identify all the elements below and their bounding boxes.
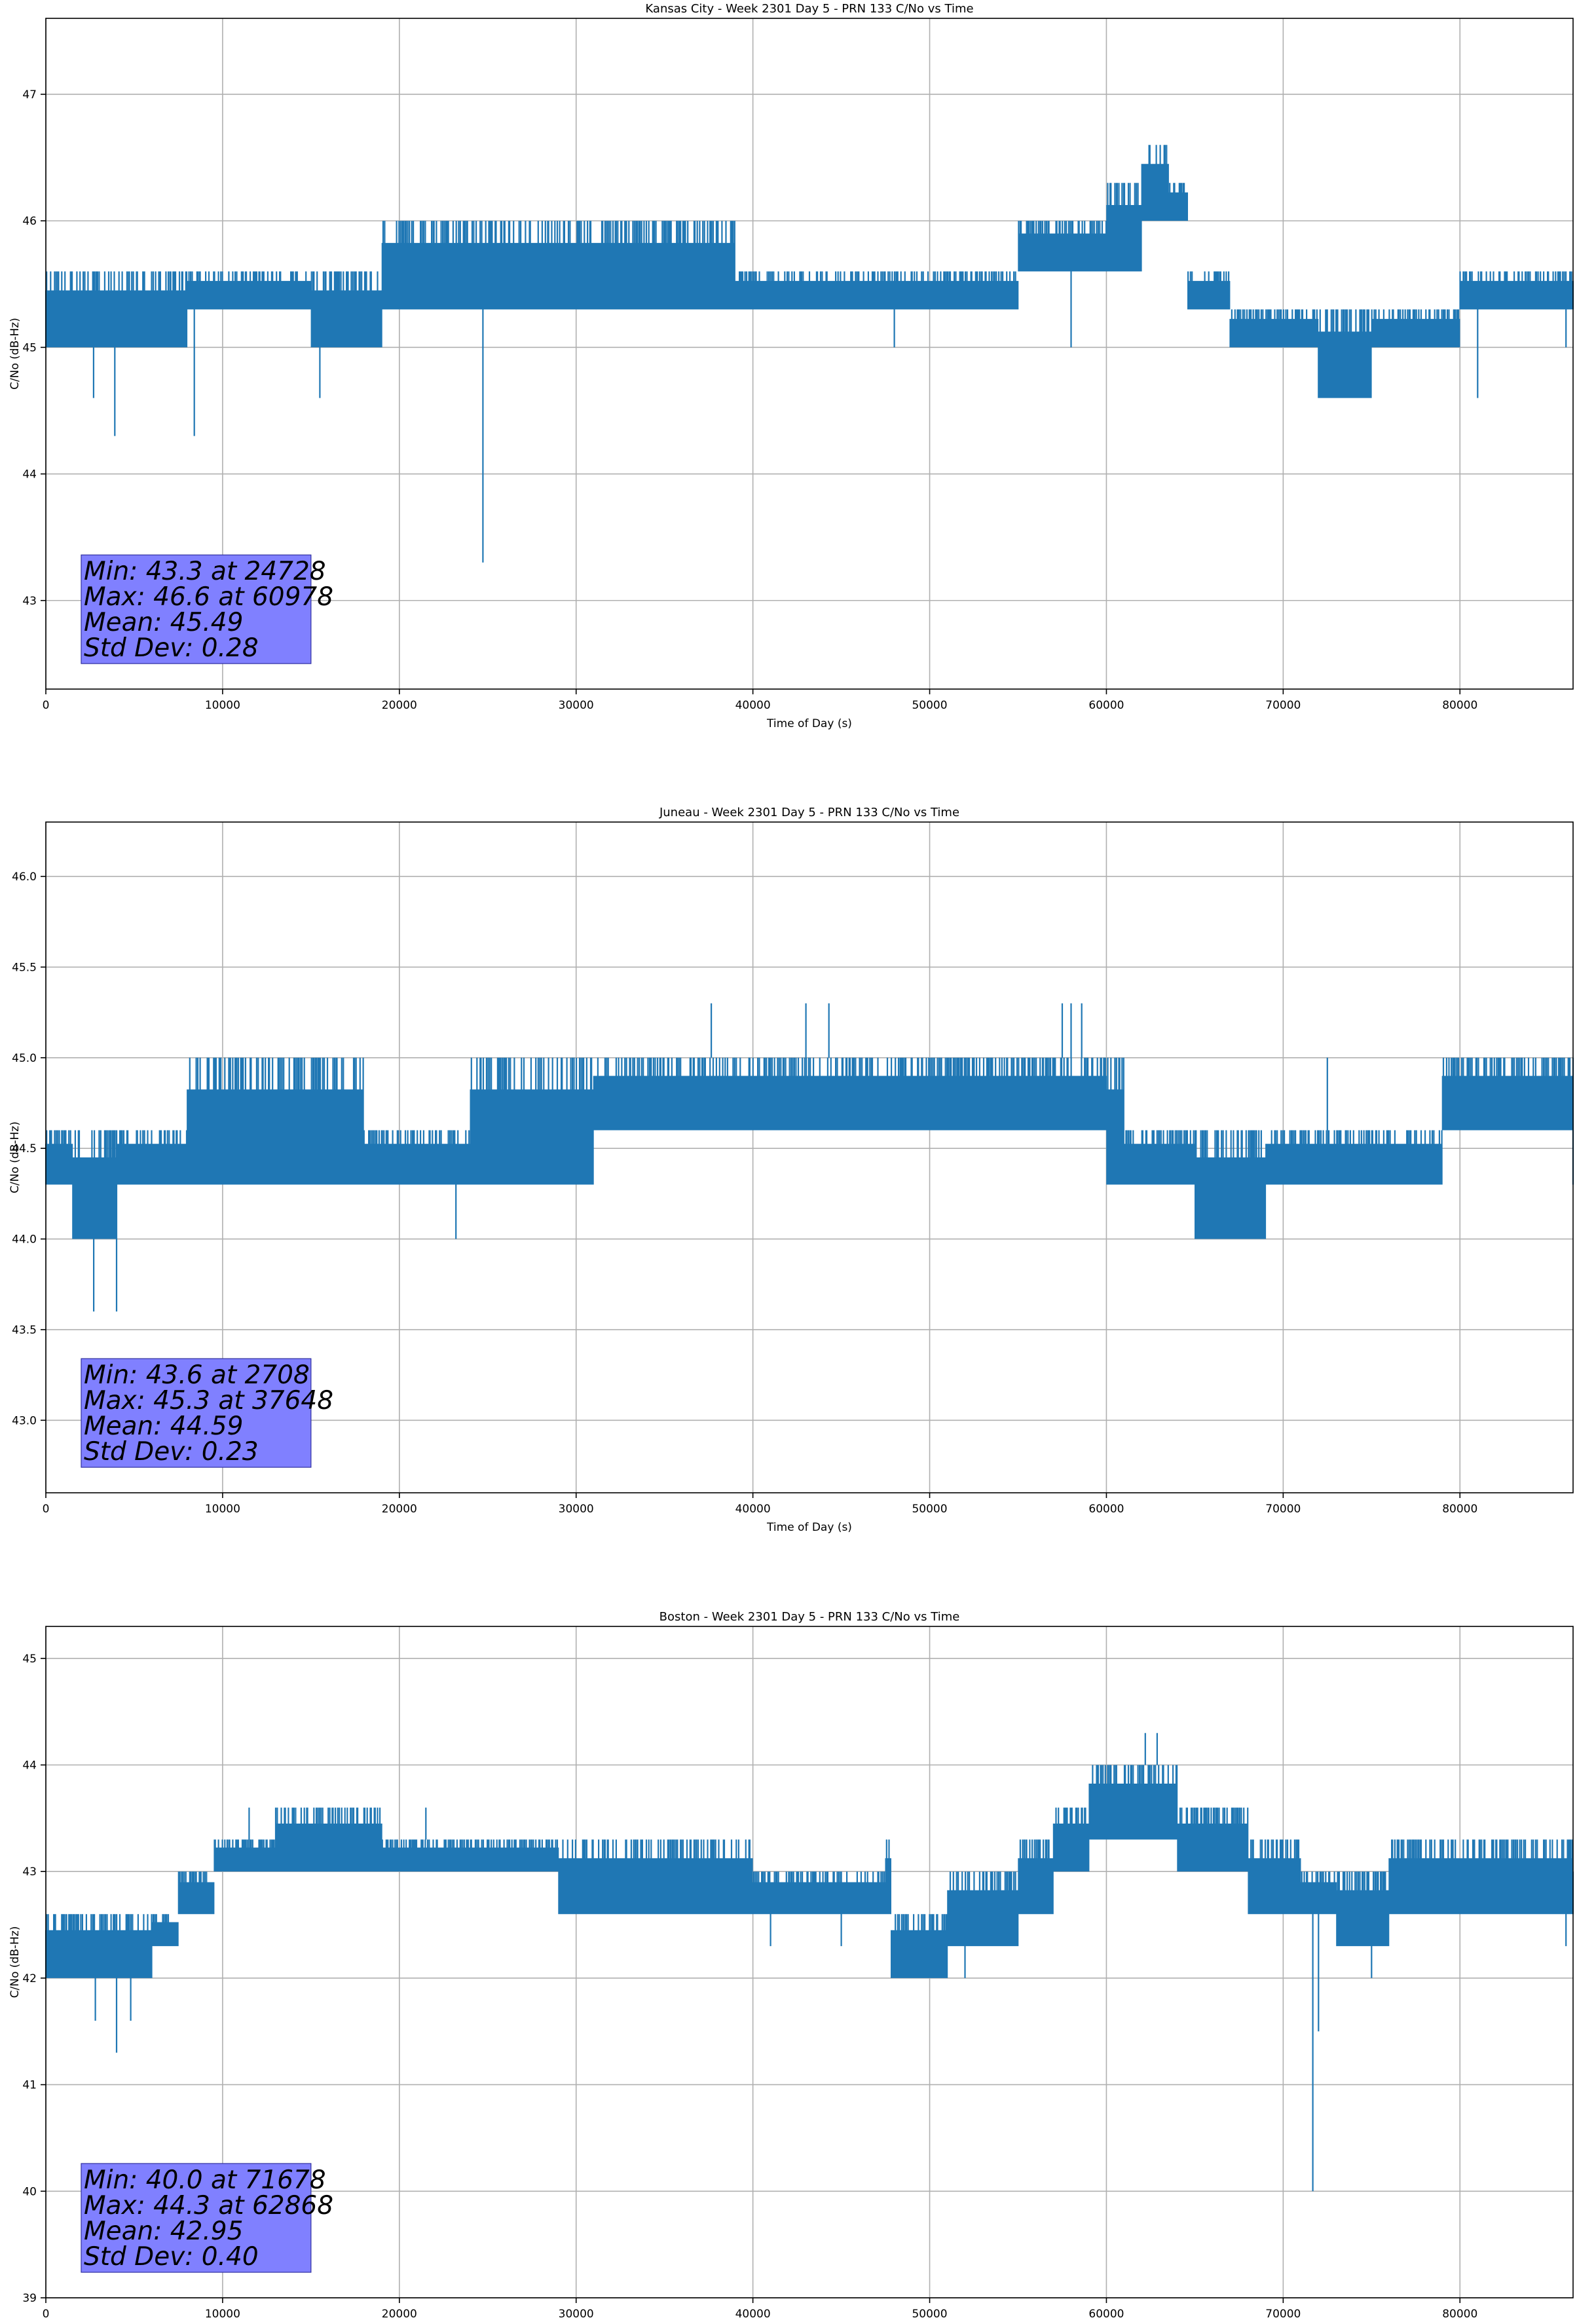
- stats-line: Std Dev: 0.23: [84, 1437, 259, 1467]
- y-axis-label: C/No (dB-Hz): [9, 318, 22, 390]
- x-tick-label: 60000: [1088, 1503, 1124, 1516]
- y-tick-label: 44.0: [12, 1233, 37, 1246]
- x-tick-label: 70000: [1265, 1503, 1301, 1516]
- chart-panel-3: 0 10000 20000 30000 40000 50000 60000 70000 8000…: [9, 1610, 1574, 2321]
- x-tick-label: 0: [43, 699, 50, 712]
- stats-line: Max: 44.3 at 62868: [84, 2191, 333, 2221]
- plot-frame: [45, 18, 1574, 690]
- y-tick-label: 39: [22, 2292, 37, 2305]
- y-tick-label: 43: [22, 1865, 37, 1879]
- y-tick-label: 44.5: [12, 1142, 37, 1155]
- x-axis-label: Time of Day (s): [766, 1521, 852, 1534]
- cno-series-line: [45, 1003, 1574, 1312]
- y-tick-label: 46: [22, 215, 37, 228]
- chart-panel-2: 0 10000 20000 30000 40000 50000 60000 70000 8000…: [9, 806, 1574, 1534]
- plot-frame: [45, 821, 1574, 1493]
- stats-line: Mean: 44.59: [84, 1412, 243, 1441]
- x-tick-label: 40000: [735, 699, 771, 712]
- x-tick-label: 80000: [1442, 2308, 1477, 2321]
- stats-line: Std Dev: 0.28: [84, 633, 259, 663]
- x-tick-label: 30000: [559, 699, 594, 712]
- x-tick-label: 80000: [1442, 1503, 1477, 1516]
- x-tick-label: 70000: [1265, 2308, 1301, 2321]
- y-tick-label: 46.0: [12, 871, 37, 884]
- cno-series-line: [45, 145, 1574, 563]
- x-tick-label: 60000: [1088, 699, 1124, 712]
- y-tick-label: 43.5: [12, 1324, 37, 1337]
- stats-line: Max: 45.3 at 37648: [84, 1386, 333, 1415]
- y-tick-label: 44: [22, 468, 37, 481]
- stats-line: Mean: 45.49: [84, 608, 243, 637]
- y-tick-label: 43: [22, 595, 37, 608]
- x-tick-label: 40000: [735, 1503, 771, 1516]
- x-axis-label: Time of Day (s): [766, 717, 852, 730]
- y-tick-label: 42: [22, 1972, 37, 1985]
- y-tick-label: 45: [22, 1653, 37, 1666]
- x-tick-label: 0: [43, 1503, 50, 1516]
- y-tick-label: 45: [22, 341, 37, 354]
- y-axis-label: C/No (dB-Hz): [9, 1926, 22, 1998]
- y-tick-label: 45.0: [12, 1052, 37, 1065]
- chart-title: Kansas City - Week 2301 Day 5 - PRN 133 …: [645, 2, 973, 16]
- stats-line: Min: 43.3 at 24728: [84, 557, 326, 586]
- x-tick-label: 0: [43, 2308, 50, 2321]
- stats-box: [81, 2163, 312, 2273]
- x-tick-label: 10000: [205, 1503, 240, 1516]
- x-tick-label: 80000: [1442, 699, 1477, 712]
- x-tick-label: 50000: [912, 699, 947, 712]
- x-tick-label: 70000: [1265, 699, 1301, 712]
- x-tick-label: 20000: [382, 699, 417, 712]
- stats-line: Mean: 42.95: [84, 2217, 243, 2246]
- y-tick-label: 40: [22, 2185, 37, 2198]
- x-tick-label: 10000: [205, 699, 240, 712]
- stats-line: Min: 43.6 at 2708: [84, 1360, 310, 1390]
- cno-series-line: [45, 1733, 1574, 2192]
- y-tick-label: 41: [22, 2079, 37, 2092]
- y-tick-label: 43.0: [12, 1414, 37, 1427]
- x-tick-label: 60000: [1088, 2308, 1124, 2321]
- y-tick-label: 44: [22, 1759, 37, 1772]
- y-tick-label: 47: [22, 88, 37, 102]
- x-tick-label: 30000: [559, 2308, 594, 2321]
- x-tick-label: 20000: [382, 1503, 417, 1516]
- y-tick-label: 45.5: [12, 961, 37, 974]
- chart-title: Boston - Week 2301 Day 5 - PRN 133 C/No …: [659, 1610, 960, 1624]
- stats-line: Std Dev: 0.40: [84, 2242, 259, 2272]
- x-tick-label: 20000: [382, 2308, 417, 2321]
- chart-panel-1: 0 10000 20000 30000 40000 50000 60000 70000 8000…: [9, 2, 1574, 730]
- stats-line: Max: 46.6 at 60978: [84, 582, 333, 612]
- x-tick-label: 40000: [735, 2308, 771, 2321]
- x-tick-label: 50000: [912, 1503, 947, 1516]
- x-tick-label: 10000: [205, 2308, 240, 2321]
- x-tick-label: 30000: [559, 1503, 594, 1516]
- y-axis-label: C/No (dB-Hz): [9, 1121, 22, 1193]
- x-tick-label: 50000: [912, 2308, 947, 2321]
- stats-box: [81, 554, 312, 664]
- stats-line: Min: 40.0 at 71678: [84, 2165, 326, 2195]
- plot-frame: [45, 1626, 1574, 2298]
- chart-title: Juneau - Week 2301 Day 5 - PRN 133 C/No …: [659, 806, 959, 819]
- stats-box: [81, 1358, 312, 1468]
